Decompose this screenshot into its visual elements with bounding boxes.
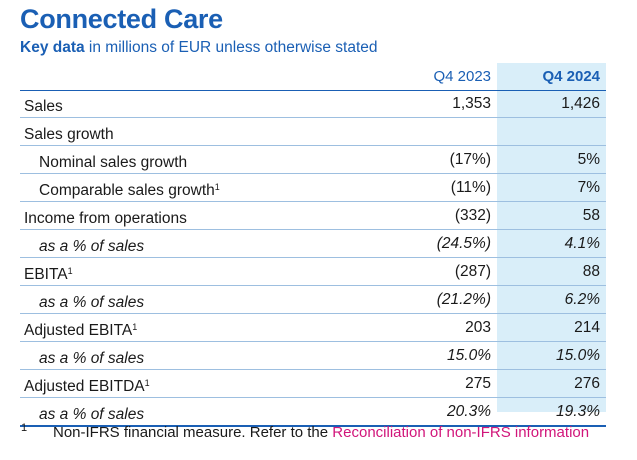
row-label: Income from operations: [24, 210, 187, 227]
table-row: as a % of sales 15.0% 15.0%: [20, 342, 606, 370]
value-q4-2023: 1,353: [452, 95, 491, 112]
value-q4-2023: (17%): [449, 151, 491, 168]
row-label: as a % of sales: [39, 350, 145, 367]
table-row: as a % of sales 20.3% 19.3%: [20, 398, 606, 427]
table-row: Sales 1,353 1,426: [20, 90, 606, 118]
caption-bold: Key data: [20, 39, 85, 56]
row-label: Sales growth: [24, 126, 114, 143]
value-q4-2024: 19.3%: [556, 403, 600, 420]
value-q4-2023: (287): [454, 263, 491, 280]
reconciliation-link[interactable]: Reconciliation of non-IFRS information: [332, 424, 590, 441]
footnote: Non-IFRS financial measure. Refer to the…: [53, 423, 593, 442]
table-row: Income from operations (332) 58: [20, 202, 606, 230]
table-caption: Key data in millions of EUR unless other…: [20, 39, 378, 57]
caption-rest: in millions of EUR unless otherwise stat…: [84, 39, 378, 56]
value-q4-2024: 15.0%: [556, 347, 600, 364]
footnote-text: Non-IFRS financial measure. Refer to the: [53, 424, 333, 441]
value-q4-2024: 276: [574, 375, 600, 392]
row-label: as a % of sales: [39, 238, 145, 255]
value-q4-2023: (24.5%): [436, 235, 491, 252]
value-q4-2024: 7%: [577, 179, 600, 196]
page-title: Connected Care: [20, 4, 223, 34]
row-label: Adjusted EBITA1: [24, 322, 138, 339]
table-row: EBITA1 (287) 88: [20, 258, 606, 286]
value-q4-2024: 88: [582, 263, 600, 280]
value-q4-2023: 15.0%: [447, 347, 491, 364]
value-q4-2024: 5%: [577, 151, 600, 168]
value-q4-2023: 20.3%: [447, 403, 491, 420]
value-q4-2023: (11%): [450, 179, 491, 196]
current-period-highlight: [497, 63, 606, 412]
row-label: Adjusted EBITDA1: [24, 378, 150, 395]
table-row: Nominal sales growth (17%) 5%: [20, 146, 606, 174]
value-q4-2024: 58: [582, 207, 600, 224]
value-q4-2024: 214: [574, 319, 600, 336]
value-q4-2024: 1,426: [561, 95, 600, 112]
column-header-q4-2023: Q4 2023: [433, 68, 491, 85]
table-row: as a % of sales (24.5%) 4.1%: [20, 230, 606, 258]
row-label: Comparable sales growth1: [39, 182, 220, 199]
value-q4-2024: 6.2%: [564, 291, 600, 308]
row-label: as a % of sales: [39, 294, 145, 311]
value-q4-2024: 4.1%: [564, 235, 600, 252]
table-row: Comparable sales growth1 (11%) 7%: [20, 174, 606, 202]
value-q4-2023: 275: [465, 375, 491, 392]
row-label: Sales: [24, 98, 63, 115]
table-row: Sales growth: [20, 118, 606, 146]
footnote-marker: 1: [21, 422, 28, 434]
row-label: Nominal sales growth: [39, 154, 188, 171]
row-label: as a % of sales: [39, 406, 145, 423]
table-row: Adjusted EBITA1 203 214: [20, 314, 606, 342]
row-label: EBITA1: [24, 266, 73, 283]
key-data-table: Sales 1,353 1,426 Sales growth Nominal s…: [20, 90, 606, 427]
value-q4-2023: (332): [454, 207, 491, 224]
value-q4-2023: 203: [465, 319, 491, 336]
table-header-rule: [20, 90, 606, 91]
table-row: Adjusted EBITDA1 275 276: [20, 370, 606, 398]
table-row: as a % of sales (21.2%) 6.2%: [20, 286, 606, 314]
column-header-q4-2024: Q4 2024: [542, 68, 600, 85]
value-q4-2023: (21.2%): [436, 291, 491, 308]
